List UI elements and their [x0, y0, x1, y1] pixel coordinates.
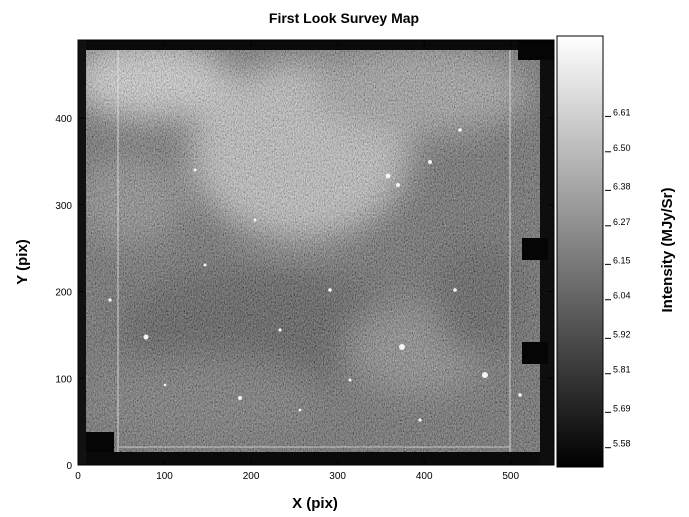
x-axis-ticks: 0 100 200 300 400 500	[75, 40, 520, 482]
colorbar-tick-label: 5.81	[613, 365, 631, 375]
colorbar-tick-label: 6.50	[613, 143, 631, 153]
heatmap-image	[78, 40, 554, 465]
y-tick-label: 300	[55, 201, 72, 212]
colorbar-tick-label: 5.58	[613, 439, 631, 449]
y-tick-label: 100	[55, 374, 72, 385]
chart-title: First Look Survey Map	[269, 10, 419, 26]
y-tick-label: 0	[66, 461, 72, 472]
colorbar-tick-label: 5.92	[613, 329, 631, 339]
y-tick-label: 400	[55, 114, 72, 125]
colorbar-tick-label: 6.04	[613, 291, 631, 301]
colorbar-tick-label: 6.38	[613, 181, 631, 191]
x-tick-label: 0	[75, 471, 81, 482]
colorbar-tick-label: 6.27	[613, 217, 631, 227]
x-axis-label: X (pix)	[292, 495, 338, 512]
colorbar-tick-label: 5.69	[613, 403, 631, 413]
y-axis-ticks: 0 100 200 300 400	[55, 114, 554, 472]
colorbar	[556, 35, 604, 468]
x-tick-label: 500	[502, 471, 519, 482]
colorbar-tick-label: 6.61	[613, 107, 631, 117]
x-tick-label: 400	[416, 471, 433, 482]
colorbar-tick-label: 6.15	[613, 255, 631, 265]
colorbar-label: Intensity (MJy/Sr)	[659, 187, 676, 312]
y-axis-label: Y (pix)	[14, 239, 31, 285]
x-tick-label: 200	[243, 471, 260, 482]
y-tick-label: 200	[55, 288, 72, 299]
colorbar-ticks: 6.61 6.50 6.38 6.27 6.15 6.04 5.92 5.81 5.69 5.58	[605, 107, 631, 449]
plot-frame	[77, 39, 555, 466]
x-tick-label: 300	[329, 471, 346, 482]
x-tick-label: 100	[156, 471, 173, 482]
